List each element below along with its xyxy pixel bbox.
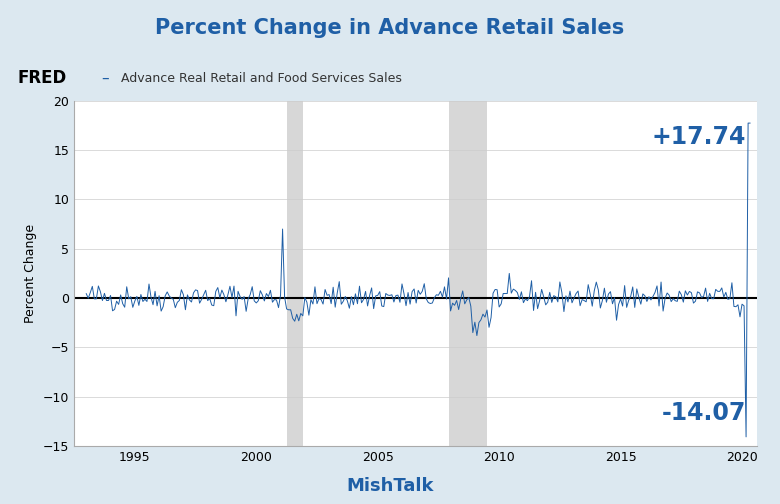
Bar	[448, 101, 487, 446]
Y-axis label: Percent Change: Percent Change	[24, 224, 37, 323]
Text: MishTalk: MishTalk	[346, 477, 434, 495]
Text: +17.74: +17.74	[652, 125, 746, 149]
Text: –: –	[101, 71, 109, 86]
Text: Percent Change in Advance Retail Sales: Percent Change in Advance Retail Sales	[155, 18, 625, 38]
Bar	[286, 101, 303, 446]
Text: -14.07: -14.07	[662, 401, 746, 425]
Text: Advance Real Retail and Food Services Sales: Advance Real Retail and Food Services Sa…	[121, 72, 402, 85]
Text: FRED: FRED	[17, 69, 66, 87]
